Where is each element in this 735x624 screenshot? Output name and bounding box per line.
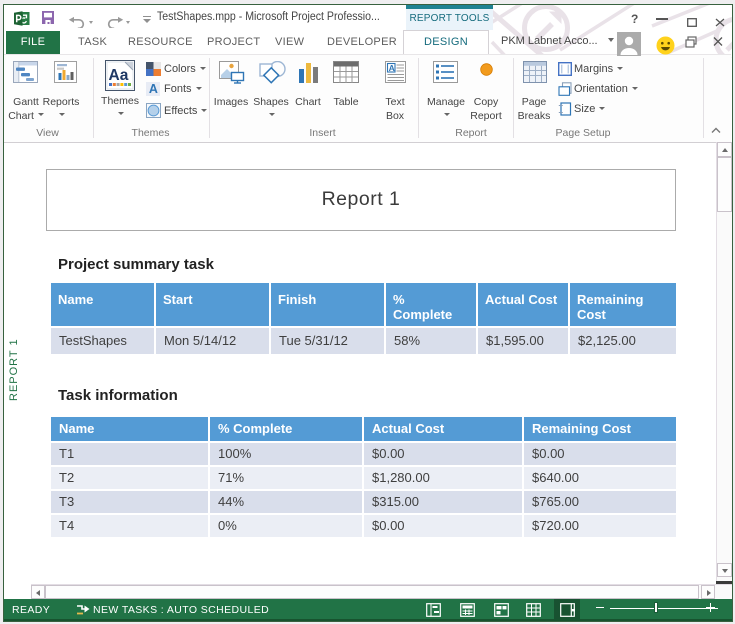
svg-text:Aa: Aa [109,67,129,84]
svg-text:A: A [389,63,395,73]
